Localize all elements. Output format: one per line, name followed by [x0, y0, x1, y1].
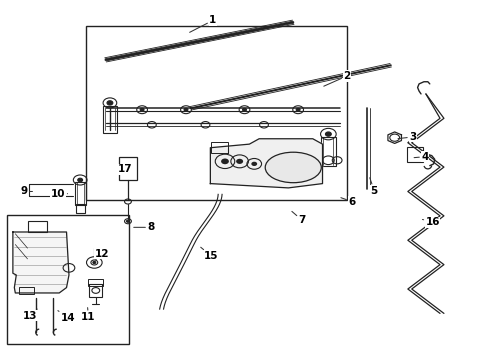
Bar	[19, 287, 34, 294]
Bar	[119, 157, 137, 180]
Text: 17: 17	[118, 164, 133, 174]
Circle shape	[236, 159, 243, 164]
Circle shape	[251, 162, 257, 166]
Circle shape	[242, 108, 246, 111]
Bar	[7, 215, 129, 344]
Text: 14: 14	[58, 311, 75, 323]
Bar	[103, 107, 117, 134]
Circle shape	[78, 178, 82, 182]
Ellipse shape	[264, 152, 321, 183]
Polygon shape	[13, 232, 69, 293]
Bar	[27, 221, 47, 232]
Circle shape	[140, 108, 144, 111]
Text: 6: 6	[340, 197, 355, 207]
Text: 8: 8	[133, 222, 154, 232]
Text: 16: 16	[422, 217, 439, 227]
Text: 2: 2	[323, 71, 350, 86]
Text: 12: 12	[95, 248, 109, 260]
Text: 10: 10	[51, 189, 67, 199]
Text: 1: 1	[189, 15, 216, 32]
Circle shape	[126, 220, 129, 222]
Circle shape	[107, 101, 113, 105]
Bar	[211, 142, 228, 153]
Circle shape	[183, 108, 187, 111]
Circle shape	[296, 108, 300, 111]
Bar	[321, 137, 335, 166]
Circle shape	[221, 158, 228, 164]
Text: 5: 5	[369, 178, 377, 196]
Text: 3: 3	[397, 132, 415, 142]
Bar	[88, 279, 103, 286]
Text: 13: 13	[22, 309, 37, 320]
Text: 7: 7	[291, 211, 305, 225]
Circle shape	[325, 132, 330, 136]
Text: 9: 9	[20, 186, 32, 197]
Text: 4: 4	[413, 152, 427, 162]
Circle shape	[93, 261, 96, 264]
Text: 15: 15	[200, 247, 218, 261]
Bar	[75, 182, 86, 205]
Bar	[407, 147, 422, 162]
Polygon shape	[210, 139, 322, 188]
Bar	[76, 204, 85, 213]
Text: 11: 11	[81, 307, 96, 322]
Bar	[86, 26, 346, 200]
Bar	[89, 284, 102, 297]
